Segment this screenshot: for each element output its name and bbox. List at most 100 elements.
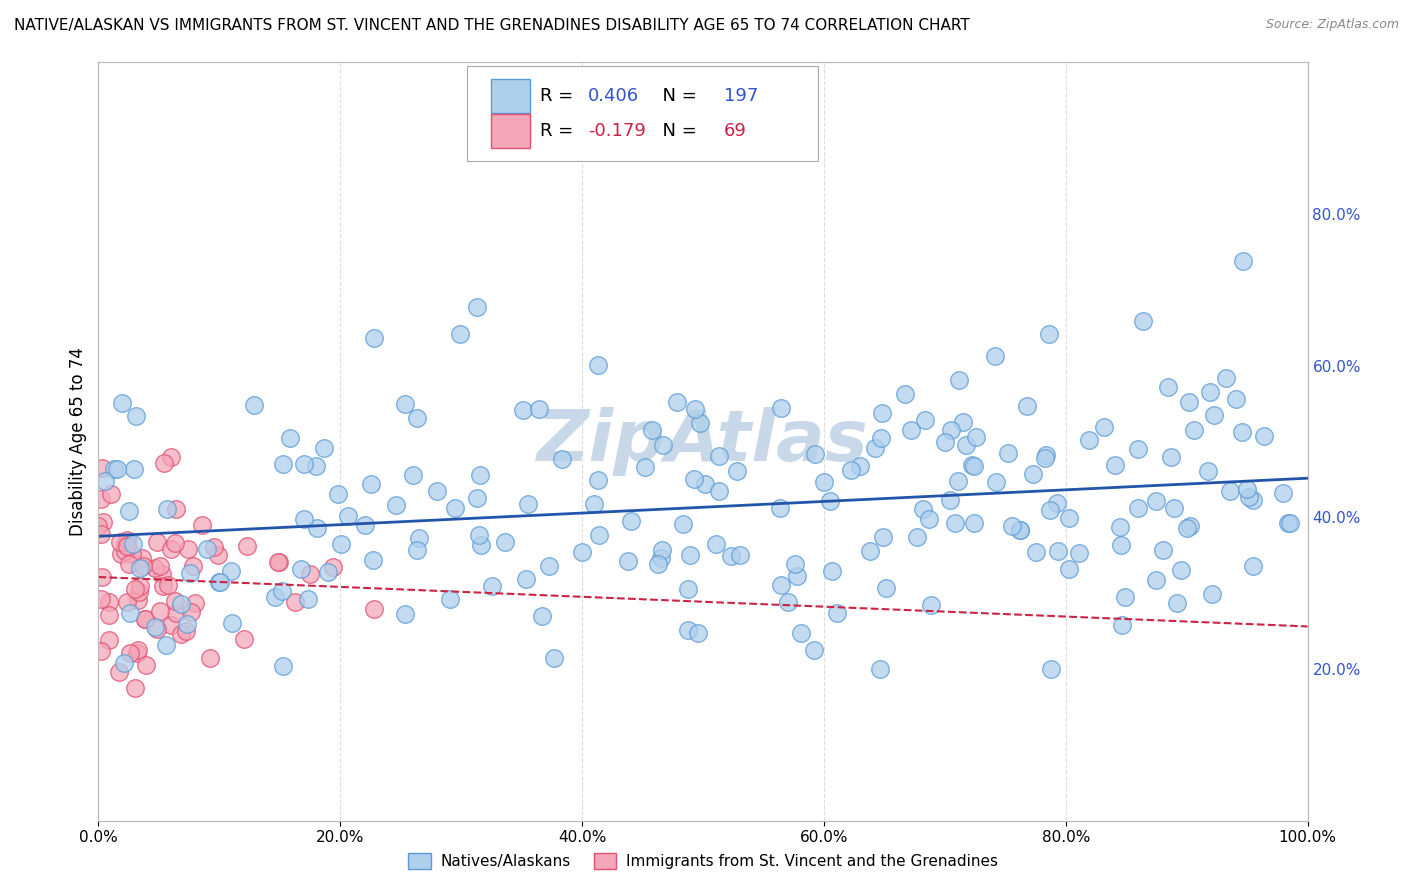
Point (110, 547, 132, 561)
Point (665, 395, 688, 409)
Point (114, 538, 136, 552)
Point (135, 657, 157, 672)
Point (1022, 467, 1045, 482)
Point (160, 450, 183, 464)
Point (90, 526, 112, 541)
Point (1277, 516, 1299, 530)
Point (1241, 558, 1264, 573)
Point (284, 595, 307, 609)
Point (676, 582, 699, 596)
Point (330, 537, 353, 551)
Point (467, 527, 489, 541)
Point (115, 539, 138, 553)
Point (1033, 450, 1056, 465)
Point (170, 598, 193, 612)
Point (127, 643, 149, 657)
Point (820, 494, 842, 508)
Point (984, 350, 1007, 364)
Point (1039, 662, 1062, 676)
Point (98, 595, 121, 609)
Point (263, 590, 285, 604)
Text: 197: 197 (724, 87, 758, 105)
Point (1278, 516, 1301, 530)
Point (783, 558, 806, 572)
Point (900, 423, 922, 437)
Point (405, 542, 427, 557)
Point (986, 475, 1008, 489)
Point (1144, 493, 1167, 508)
Point (1025, 545, 1047, 559)
Text: ZipAtlas: ZipAtlas (537, 407, 869, 476)
Point (108, 665, 131, 679)
Point (1239, 490, 1261, 504)
Point (571, 545, 593, 559)
Point (149, 604, 172, 618)
Point (121, 537, 143, 551)
Point (91, 461, 114, 475)
Point (363, 601, 385, 615)
Point (179, 566, 201, 580)
Point (271, 458, 294, 472)
Point (494, 534, 516, 549)
Point (543, 650, 565, 665)
Point (143, 561, 166, 575)
Point (963, 459, 986, 474)
Point (586, 358, 609, 372)
Point (132, 559, 155, 574)
Point (1057, 511, 1080, 525)
Point (803, 642, 825, 657)
Point (938, 493, 960, 508)
Point (1046, 496, 1069, 510)
Point (1077, 434, 1099, 448)
Point (470, 467, 492, 482)
Point (586, 473, 609, 487)
Point (707, 449, 730, 463)
Point (93, 474, 115, 488)
Point (266, 555, 288, 569)
Point (720, 549, 742, 563)
Point (1241, 493, 1264, 508)
Point (100, 487, 122, 501)
Point (1109, 538, 1132, 552)
Point (146, 622, 169, 636)
Point (128, 584, 150, 599)
Point (769, 578, 792, 592)
Point (962, 516, 984, 530)
Point (634, 459, 657, 474)
Point (688, 626, 710, 640)
Point (1017, 399, 1039, 413)
Point (146, 535, 169, 549)
Point (1092, 420, 1115, 434)
Point (174, 624, 197, 638)
Point (728, 548, 751, 562)
Point (118, 504, 141, 518)
Point (872, 530, 894, 544)
Point (683, 401, 706, 416)
Point (848, 458, 870, 473)
Point (360, 476, 382, 491)
Point (152, 456, 174, 470)
Point (90, 491, 112, 506)
Text: -0.179: -0.179 (588, 122, 645, 140)
Point (1069, 546, 1091, 560)
Point (394, 607, 416, 622)
Point (920, 598, 942, 612)
Point (125, 409, 148, 423)
Point (103, 462, 125, 476)
Point (1178, 519, 1201, 533)
Point (117, 533, 139, 548)
Point (426, 483, 449, 498)
Point (1035, 448, 1057, 462)
Point (918, 512, 941, 526)
Point (821, 564, 844, 578)
Point (170, 626, 193, 640)
Point (129, 561, 152, 575)
Point (1170, 564, 1192, 578)
Point (875, 582, 897, 596)
Point (676, 623, 699, 637)
Point (125, 646, 148, 660)
Point (444, 501, 467, 516)
Point (1163, 500, 1185, 515)
Point (363, 331, 385, 345)
Point (1215, 371, 1237, 385)
